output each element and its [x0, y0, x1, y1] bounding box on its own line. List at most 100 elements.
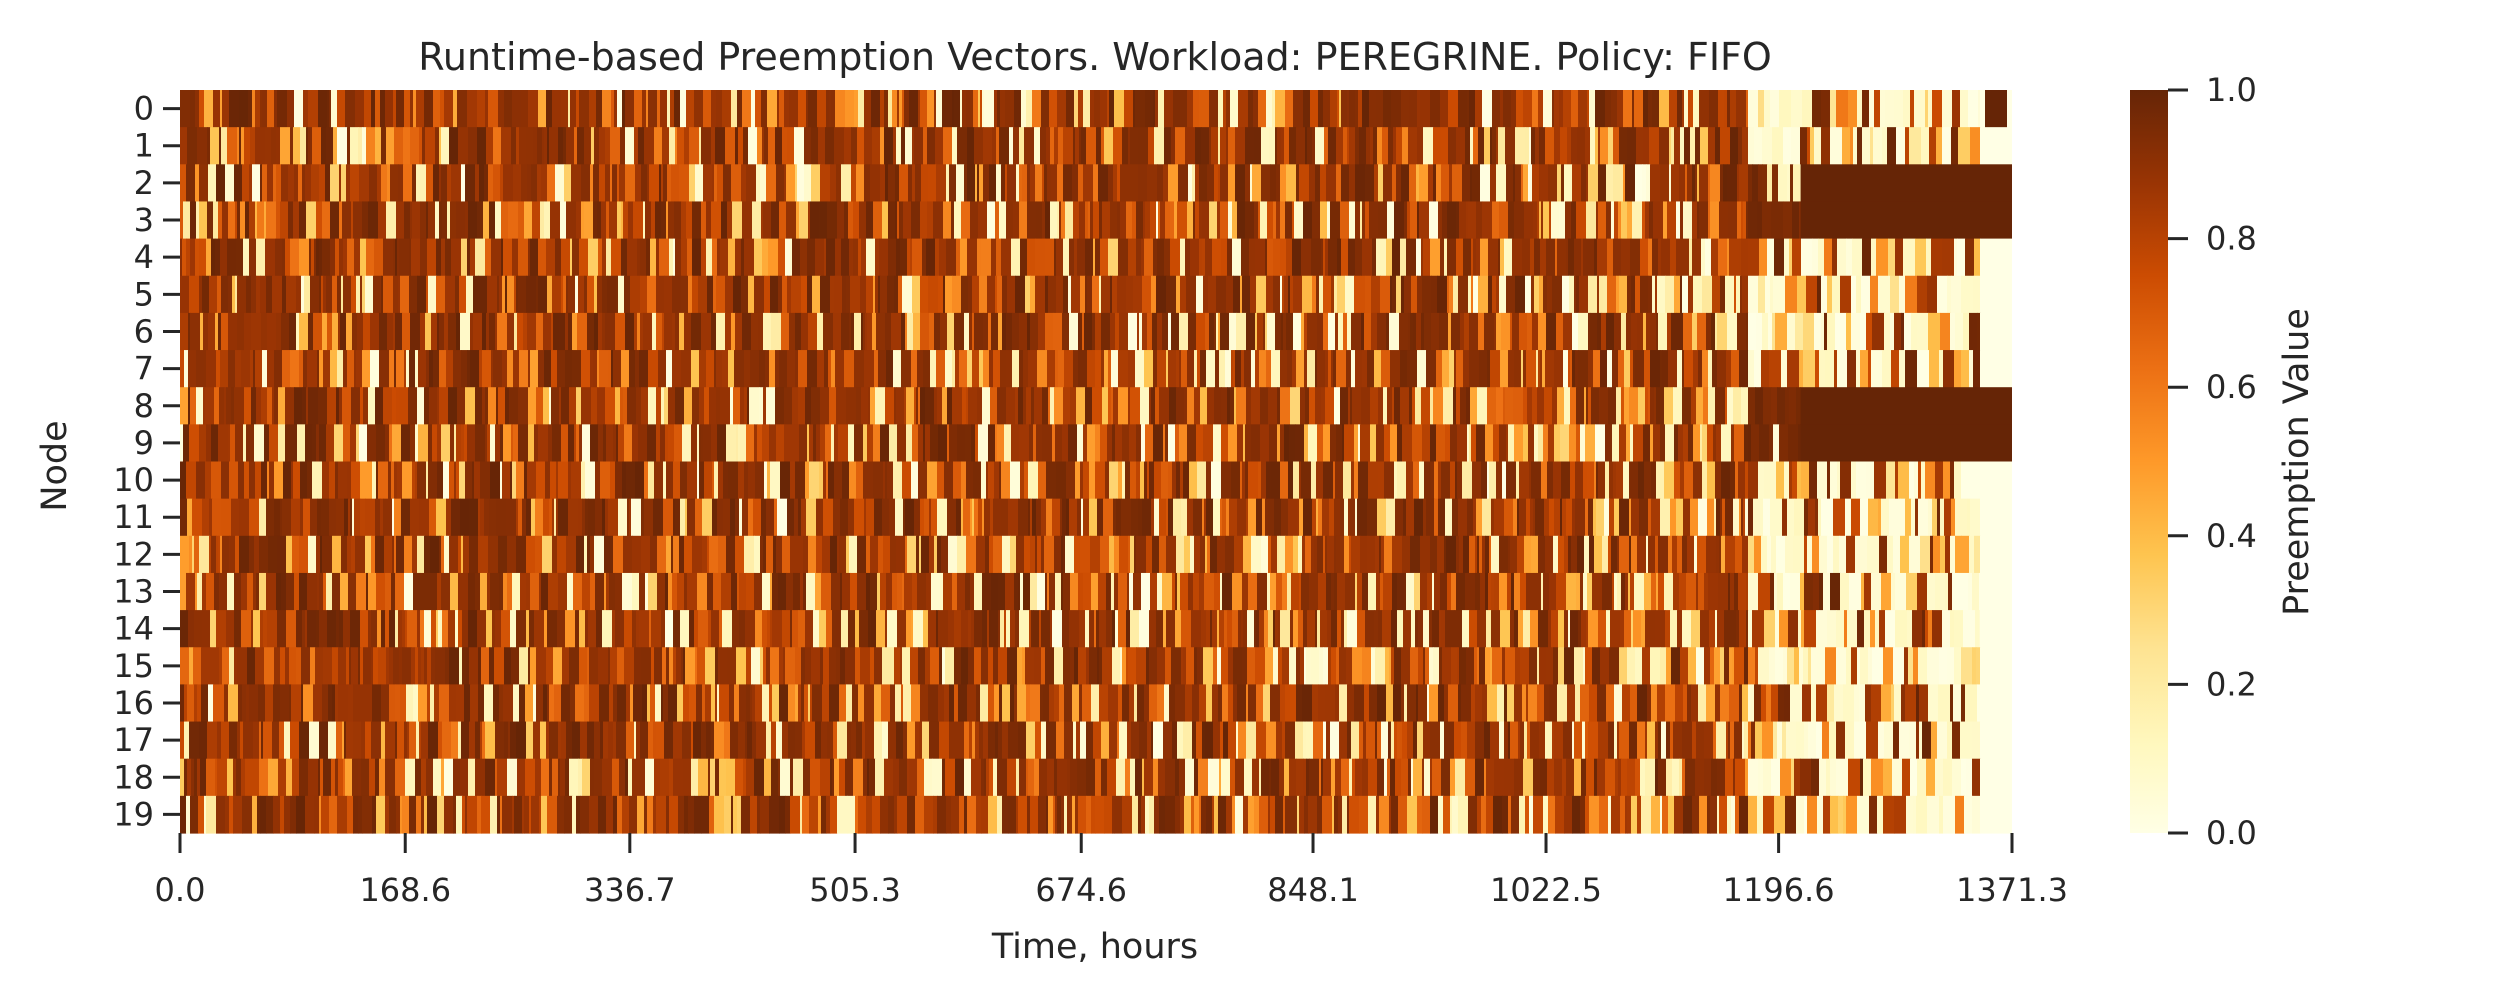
heatmap-cell	[1207, 164, 1215, 203]
heatmap-cell	[1049, 572, 1056, 611]
heatmap-cell	[1267, 572, 1271, 611]
heatmap-cell	[1099, 647, 1103, 685]
heatmap-cell	[1136, 461, 1141, 500]
heatmap-cell	[1513, 387, 1524, 425]
heatmap-cell	[1903, 90, 1911, 128]
heatmap-cell	[1561, 461, 1571, 500]
heatmap-cell	[1010, 684, 1015, 723]
heatmap-cell	[983, 127, 993, 165]
heatmap-cell	[1068, 275, 1072, 314]
heatmap-cell	[1727, 238, 1730, 277]
heatmap-cell	[427, 238, 437, 277]
heatmap-cell	[665, 610, 674, 648]
heatmap-cell	[613, 350, 622, 388]
heatmap-cell	[252, 90, 256, 128]
heatmap-cell	[533, 684, 537, 723]
heatmap-cell	[1221, 647, 1229, 685]
heatmap-cell	[1545, 535, 1554, 574]
heatmap-cell	[1451, 647, 1458, 685]
heatmap-cell	[1194, 647, 1198, 685]
heatmap-cell	[871, 90, 881, 128]
heatmap-cell	[717, 424, 727, 463]
heatmap-cell	[1360, 275, 1366, 314]
heatmap-cell	[1758, 275, 1766, 314]
heatmap-cell	[1748, 90, 1755, 128]
heatmap-cell	[1764, 610, 1776, 648]
heatmap-cell	[1835, 312, 1847, 351]
heatmap-cell	[1046, 127, 1051, 165]
heatmap-cell	[1827, 275, 1833, 314]
heatmap-cell	[1548, 164, 1558, 203]
heatmap-cell	[1026, 684, 1031, 723]
heatmap-cell	[542, 127, 545, 165]
heatmap-cell	[251, 312, 262, 351]
heatmap-cell	[978, 201, 988, 240]
heatmap-cell	[1171, 312, 1180, 351]
heatmap-cell	[486, 127, 494, 165]
heatmap-cell	[1049, 684, 1055, 723]
heatmap-cell	[228, 684, 239, 723]
heatmap-cell	[1696, 647, 1705, 685]
heatmap-cell	[1517, 498, 1520, 537]
heatmap-cell	[336, 610, 340, 648]
heatmap-cell	[1977, 684, 1981, 723]
heatmap-cell	[317, 572, 320, 611]
heatmap-cell	[1658, 312, 1668, 351]
heatmap-cell	[1655, 610, 1666, 648]
heatmap-cell	[746, 572, 755, 611]
heatmap-cell	[451, 238, 462, 277]
heatmap-cell	[530, 572, 540, 611]
heatmap-cell	[501, 238, 504, 277]
heatmap-cell	[333, 127, 338, 165]
heatmap-cell	[203, 312, 209, 351]
heatmap-cell	[1616, 387, 1622, 425]
heatmap-cell	[1455, 461, 1458, 500]
heatmap-cell	[237, 647, 248, 685]
heatmap-cell	[768, 127, 776, 165]
heatmap-cell	[927, 461, 938, 500]
heatmap-cell	[718, 461, 724, 500]
heatmap-cell	[1936, 127, 1943, 165]
heatmap-cell	[954, 201, 962, 240]
heatmap-cell	[522, 498, 527, 537]
heatmap-cell	[1589, 90, 1596, 128]
heatmap-cell	[602, 90, 612, 128]
heatmap-cell	[794, 498, 799, 537]
heatmap-cell	[188, 312, 191, 351]
heatmap-cell	[1216, 275, 1227, 314]
heatmap-cell	[530, 238, 539, 277]
heatmap-cell	[557, 535, 567, 574]
heatmap-cell	[1544, 387, 1553, 425]
heatmap-cell	[1154, 461, 1162, 500]
heatmap-cell	[1629, 461, 1639, 500]
heatmap-cell	[829, 684, 840, 723]
heatmap-cell	[1280, 684, 1286, 723]
heatmap-cell	[610, 647, 618, 685]
heatmap-cell	[820, 275, 831, 314]
heatmap-cell	[1485, 424, 1494, 463]
heatmap-cell	[1702, 424, 1708, 463]
heatmap-cell	[1630, 572, 1635, 611]
heatmap-cell	[1219, 350, 1226, 388]
heatmap-cell	[1012, 312, 1020, 351]
heatmap-cell	[336, 721, 343, 760]
heatmap-cell	[1748, 127, 1755, 165]
heatmap-cell	[1131, 498, 1139, 537]
heatmap-cell	[1660, 164, 1670, 203]
heatmap-cell	[716, 387, 721, 425]
heatmap-cell	[1588, 498, 1594, 537]
heatmap-cell	[183, 424, 190, 463]
heatmap-cell	[1933, 535, 1941, 574]
heatmap-cell	[1066, 498, 1070, 537]
heatmap-cell	[306, 201, 317, 240]
heatmap-cell	[798, 350, 808, 388]
heatmap-cell	[1643, 90, 1649, 128]
heatmap-cell	[368, 201, 379, 240]
heatmap-cell	[441, 164, 448, 203]
heatmap-cell	[1819, 610, 1828, 648]
heatmap-cell	[1890, 275, 1900, 314]
heatmap-cell	[1864, 610, 1871, 648]
heatmap-cell	[1206, 461, 1212, 500]
heatmap-cell	[1348, 498, 1351, 537]
heatmap-cell	[552, 424, 562, 463]
